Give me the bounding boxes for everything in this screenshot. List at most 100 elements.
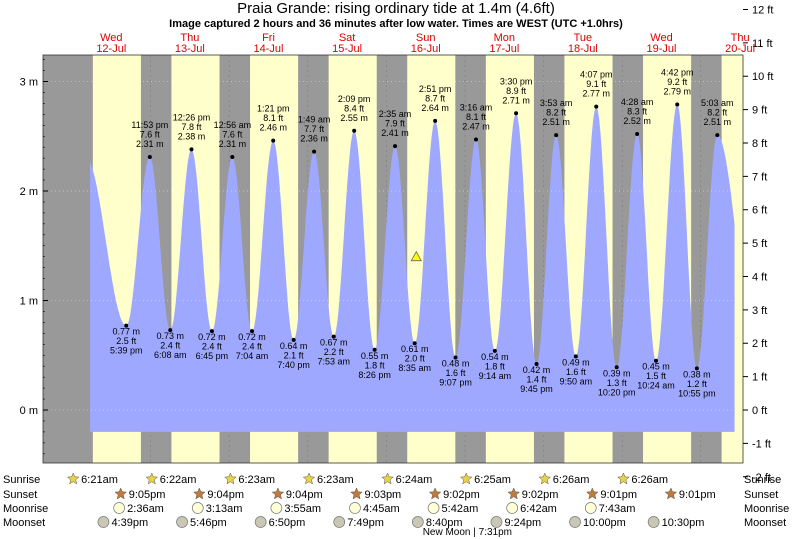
moonset-icon [411,516,424,528]
low-tide-point [331,334,336,339]
moonset-icon [333,516,346,528]
moonset-time: 10:30pm [662,517,705,529]
tide-label-line: 5:03 am [701,98,734,108]
day-name: Mon [494,32,515,44]
tide-label-line: 3:53 am [540,98,573,108]
high-tide-point [230,155,235,160]
tide-label-line: 8:35 am [398,363,431,373]
date-labels: Wed12-JulThu13-JulFri14-JulSat15-JulSun1… [96,32,755,55]
low-tide-point [694,366,699,371]
tide-label-line: 2.79 m [663,86,691,96]
axes: 0 m 1 m 2 m 3 m -2 ft -1 ft 0 ft 1 ft 2 ft 3 ft 4 … [20,4,774,483]
high-tide-point [312,149,317,154]
astro-row-label-right: Sunrise [744,474,781,486]
day-name: Wed [100,32,122,44]
day-date: 14-Jul [254,43,284,55]
low-tide-point [291,337,296,342]
right-tick-label: -1 ft [752,438,771,450]
moonset-time: 8:40pm [426,517,463,529]
tide-label-line: 8.1 ft [263,113,284,123]
left-tick-label: 0 m [20,405,38,417]
low-tide-label: 0.42 m1.4 ft9:45 pm [520,365,553,394]
right-tick-label: 6 ft [752,205,767,217]
day-date: 13-Jul [175,43,205,55]
sunset-time: 9:04pm [286,489,323,501]
tide-label-line: 1.8 ft [365,360,386,370]
tide-label-line: 0.38 m [683,369,711,379]
sunrise-time: 6:23am [238,474,275,486]
sunrise-icon [66,472,80,485]
tide-label-line: 1.2 ft [687,379,708,389]
tide-label-line: 0.61 m [401,344,429,354]
tide-label-line: 2.36 m [300,134,328,144]
low-tide-point [492,348,497,353]
sunset-icon [507,487,521,500]
high-tide-point [474,137,479,142]
tide-label-line: 8.3 ft [627,107,648,117]
tide-label-line: 2:35 am [379,109,412,119]
moonrise-time: 6:42am [520,503,557,515]
sunset-icon [664,487,678,500]
tide-area [90,104,735,432]
tide-label-line: 8.2 ft [707,108,728,118]
high-tide-label: 4:28 am8.3 ft2.52 m [621,97,654,126]
low-tide-label: 0.72 m2.4 ft7:04 am [236,332,269,361]
sunset-time: 9:04pm [207,489,244,501]
low-tide-point [534,362,539,367]
tide-label-line: 7.7 ft [304,124,325,134]
tide-label-line: 0.45 m [642,362,670,372]
tide-label-line: 7:40 pm [277,360,310,370]
astro-row-label-left: Moonset [3,517,45,529]
moonset-time: 6:50pm [269,517,306,529]
high-tide-label: 1:49 am7.7 ft2.36 m [298,115,331,144]
tide-label-line: 0.55 m [361,351,389,361]
tide-label-line: 2.64 m [421,103,449,113]
tide-label-line: 0.48 m [442,358,470,368]
left-tick-label: 3 m [20,77,38,89]
tide-label-line: 1.8 ft [485,361,506,371]
sunset-icon [428,487,442,500]
moonrise-icon [506,502,519,514]
day-name: Thu [180,32,199,44]
low-tide-label: 0.72 m2.4 ft6:45 pm [196,332,229,361]
y-gridlines [43,81,743,411]
tide-label-line: 2.41 m [381,128,409,138]
sunset-icon [271,487,285,500]
high-tide-label: 5:03 am8.2 ft2.51 m [701,98,734,127]
tide-label-line: 4:42 pm [661,67,694,77]
low-tide-label: 0.54 m1.8 ft9:14 am [479,352,512,381]
moonrise-icon [270,502,283,514]
tide-label-line: 8:26 pm [358,370,391,380]
chart-subtitle: Image captured 2 hours and 36 minutes af… [169,18,623,30]
high-tide-label: 2:09 pm8.4 ft2.55 m [338,94,371,123]
tide-label-line: 9:45 pm [520,384,553,394]
astro-row-label-left: Moonrise [3,503,48,515]
tide-label-line: 9:14 am [479,371,512,381]
tide-label-line: 2.71 m [502,95,530,105]
high-tide-label: 12:56 am7.6 ft2.31 m [214,120,252,149]
tide-label-line: 7.6 ft [140,130,161,140]
tide-label-line: 2.31 m [136,139,164,149]
low-tide-label: 0.48 m1.6 ft9:07 pm [439,358,472,387]
moonset-icon [490,516,503,528]
tide-label-line: 2.4 ft [242,342,263,352]
sunset-icon [585,487,599,500]
high-tide-point [675,102,680,107]
high-tide-label: 1:21 pm8.1 ft2.46 m [257,104,290,133]
moonrise-icon [349,502,361,514]
sunset-icon [114,487,128,500]
tide-label-line: 1.4 ft [527,375,548,385]
tide-label-line: 0.73 m [156,331,184,341]
astro-rows: Sunrise Sunrise Sunset Sunset Moonrise Moonri… [3,472,789,538]
day-date: 12-Jul [96,43,126,55]
day-name: Wed [650,32,672,44]
tide-label-line: 1:21 pm [257,104,290,114]
right-tick-label: -2 ft [752,472,771,484]
sunset-icon [350,487,363,500]
